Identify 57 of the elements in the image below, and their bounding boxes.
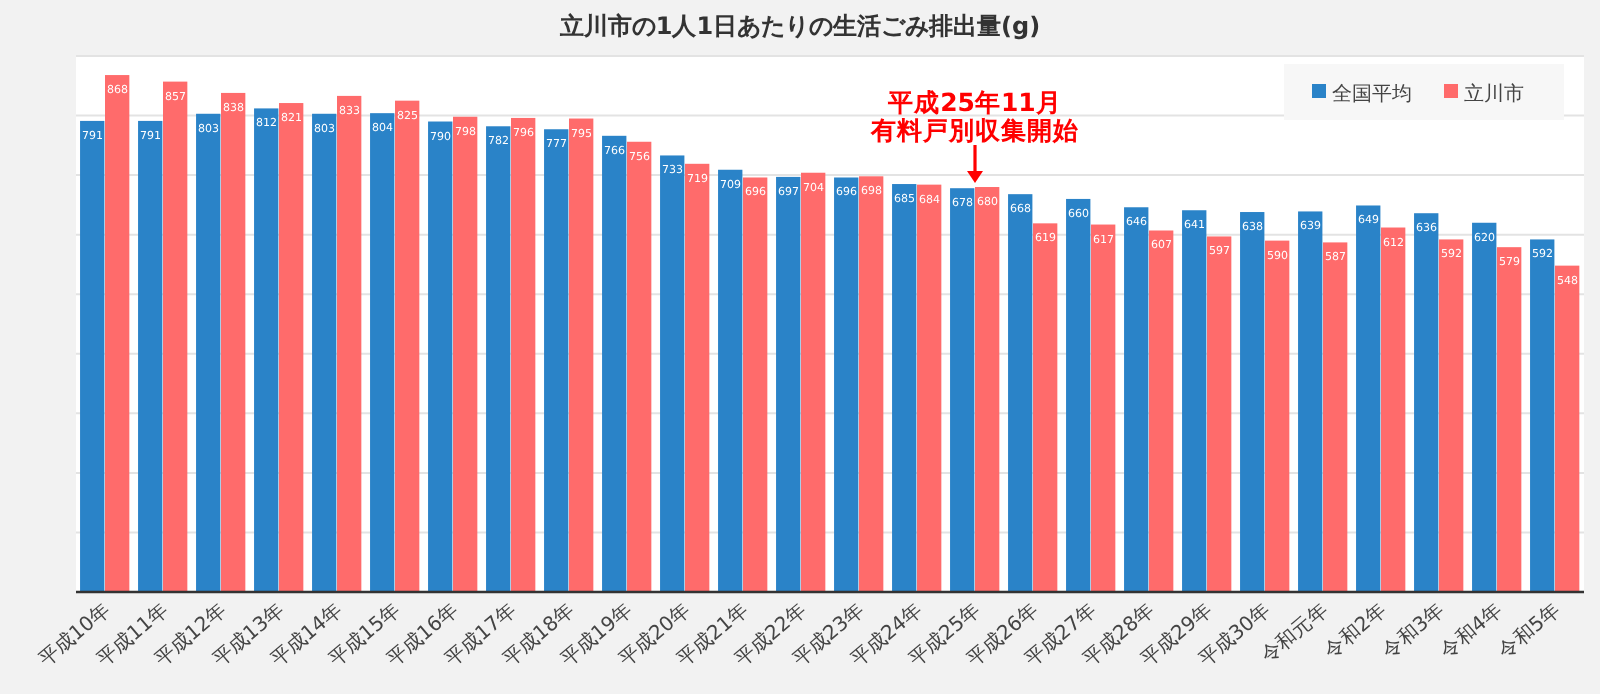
bar xyxy=(370,113,395,592)
bar xyxy=(312,113,337,592)
bar xyxy=(221,92,246,592)
bar xyxy=(627,141,652,592)
bar xyxy=(486,126,511,592)
bar xyxy=(337,95,362,592)
bar xyxy=(859,176,884,592)
legend-label: 立川市 xyxy=(1464,82,1524,106)
bar xyxy=(1298,211,1323,592)
legend-label: 全国平均 xyxy=(1332,82,1412,106)
bar xyxy=(1265,240,1290,592)
bar xyxy=(1240,212,1265,592)
bar xyxy=(1356,205,1381,592)
bar xyxy=(1124,207,1149,592)
bar xyxy=(718,169,743,592)
bar xyxy=(80,120,105,592)
annotation: 平成25年11月 xyxy=(886,87,1062,118)
bar xyxy=(453,116,478,592)
bar xyxy=(196,113,221,592)
bar xyxy=(1381,227,1406,592)
bar xyxy=(1414,213,1439,592)
bar xyxy=(1472,222,1497,592)
bar xyxy=(950,188,975,592)
chart-title: 立川市の1人1日あたりの生活ごみ排出量(g) xyxy=(557,12,1041,40)
bar xyxy=(254,108,279,592)
bar xyxy=(1497,247,1522,592)
bar xyxy=(569,118,594,592)
bar xyxy=(602,135,627,592)
bar xyxy=(743,177,768,592)
bar xyxy=(892,184,917,592)
bar xyxy=(511,117,536,592)
bar xyxy=(801,172,826,592)
bar xyxy=(138,120,163,592)
bar xyxy=(1149,230,1174,592)
bar xyxy=(1530,239,1555,592)
bar xyxy=(1182,210,1207,592)
bar xyxy=(395,100,420,592)
bar xyxy=(917,184,942,592)
bar xyxy=(1091,224,1116,592)
bar xyxy=(834,177,859,592)
bar xyxy=(660,155,685,592)
bar xyxy=(1066,198,1091,592)
bar xyxy=(1008,194,1033,592)
bar xyxy=(1323,242,1348,592)
bar xyxy=(685,163,710,592)
bar xyxy=(975,187,1000,592)
bar xyxy=(544,129,569,592)
annotation: 有料戸別収集開始 xyxy=(869,115,1081,146)
bar xyxy=(279,103,304,592)
bar xyxy=(428,121,453,592)
bar xyxy=(1439,239,1464,592)
bar xyxy=(1033,223,1058,592)
bar xyxy=(1555,265,1580,592)
bar xyxy=(105,75,130,592)
bar xyxy=(1207,236,1232,592)
bar xyxy=(163,81,188,592)
bar xyxy=(776,176,801,592)
